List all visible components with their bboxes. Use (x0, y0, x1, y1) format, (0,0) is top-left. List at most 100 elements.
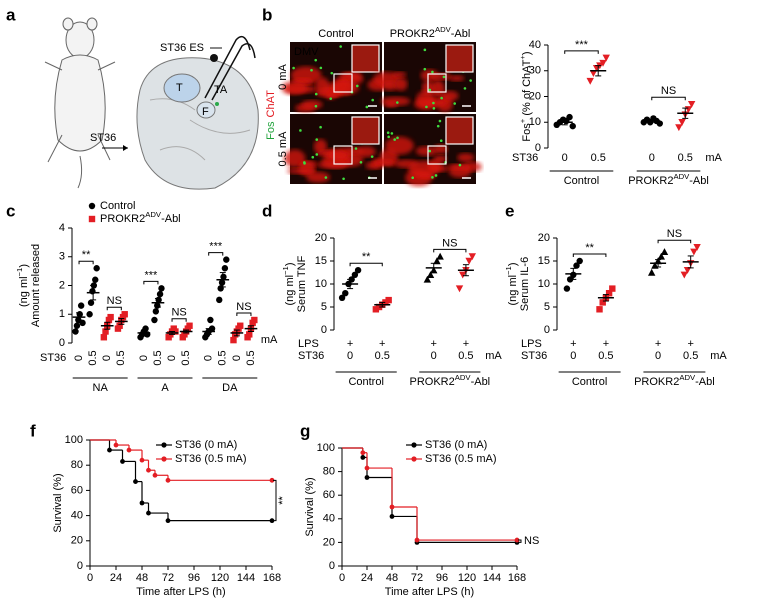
significance-bracket (572, 253, 607, 257)
fos-signal (355, 84, 359, 88)
row-label: LPS (298, 338, 319, 350)
legend-label: Control (100, 200, 135, 212)
text-part: ADV (455, 373, 472, 382)
panel-letter: f (30, 421, 36, 440)
significance-bracket (273, 479, 277, 522)
mouse-ear (86, 17, 98, 31)
text-part: (ng ml (507, 275, 519, 306)
group-label: NA (93, 382, 109, 394)
x-tick-label: 24 (361, 572, 373, 584)
data-point (468, 253, 477, 261)
y-tick-label: 20 (538, 232, 550, 244)
inset (351, 116, 380, 145)
significance-bracket (106, 306, 122, 311)
data-point (660, 248, 669, 255)
text-part: (ng ml (18, 276, 30, 307)
row-value: + (603, 338, 609, 350)
fos-signal (439, 139, 443, 143)
chat-signal (356, 146, 376, 158)
data-point (121, 311, 128, 318)
fos-signal (314, 92, 318, 96)
inset (445, 44, 474, 73)
micrograph (373, 114, 482, 187)
row-value: + (379, 338, 385, 350)
data-point (77, 302, 85, 309)
survival-point (269, 477, 275, 483)
x-tick-label: 48 (136, 572, 148, 584)
mouse-tail (77, 155, 83, 189)
data-point (459, 271, 467, 279)
text-part: ADV (673, 172, 690, 181)
data-point (693, 244, 701, 251)
fos-signal (428, 149, 432, 153)
y-tick-label: 40 (529, 39, 541, 51)
x-tick-label: 0 (203, 355, 215, 361)
chat-signal (316, 161, 347, 169)
significance-label: NS (171, 307, 186, 319)
significance-label: *** (144, 269, 158, 281)
survival-point (146, 510, 151, 516)
data-point (107, 313, 114, 321)
fos-signal (432, 107, 436, 110)
fos-signal (432, 101, 435, 105)
fos-signal (303, 161, 306, 164)
text-part: + (518, 118, 527, 123)
leg-section (136, 57, 259, 190)
fos-signal (423, 48, 427, 52)
significance-bracket (171, 318, 187, 322)
data-point (569, 122, 576, 130)
y-tick-label: 100 (317, 442, 335, 454)
chat-signal (433, 155, 448, 163)
data-point (596, 306, 603, 313)
significance-bracket (349, 262, 383, 267)
legend-marker (161, 456, 167, 462)
inset-region (427, 145, 447, 165)
fos-signal (469, 79, 472, 82)
chat-signal (281, 81, 308, 95)
y-tick-label: 2 (59, 279, 65, 291)
data-point (566, 276, 574, 283)
fos-signal (315, 153, 319, 156)
significance-bracket (208, 252, 224, 256)
significance-bracket (657, 239, 692, 244)
chat-signal (384, 100, 398, 108)
survival-point (146, 467, 151, 473)
x-tick-label: 120 (458, 572, 476, 584)
data-point (338, 294, 346, 301)
x-tick-label: 144 (483, 572, 501, 584)
electrode (204, 35, 256, 101)
panel-letter: a (6, 5, 16, 24)
survival-point (139, 500, 145, 506)
inset (445, 116, 474, 145)
data-point (599, 59, 607, 67)
significance-bracket (518, 539, 522, 543)
data-point (455, 285, 464, 293)
data-point (218, 279, 226, 286)
legend-marker (411, 442, 417, 448)
x-tick-label: 0 (166, 355, 178, 361)
x-tick-label: 168 (263, 572, 281, 584)
y-tick-label: 5 (544, 301, 550, 313)
fos-signal (428, 88, 432, 92)
data-point (230, 336, 237, 344)
text-part: PROKR2 (410, 376, 455, 388)
y-tick-label: 100 (65, 434, 83, 446)
y-tick-label: 0 (544, 324, 550, 336)
y-axis-label: Serum IL-6 (519, 257, 531, 311)
data-point (605, 290, 613, 297)
row-value: + (347, 338, 353, 350)
text-part: −1 (15, 268, 24, 277)
survival-point (360, 450, 366, 456)
muscle-label: F (202, 106, 209, 118)
chat-signal (373, 159, 395, 166)
data-point (342, 290, 349, 297)
legend-label: ST36 (0 mA) (425, 439, 487, 451)
y-tick-label: 10 (538, 278, 550, 290)
x-tick-label: 72 (411, 572, 423, 584)
y-tick-label: 15 (315, 255, 327, 267)
data-point (221, 265, 229, 272)
row-value: + (431, 338, 437, 350)
survival-point (414, 537, 420, 543)
y-axis-label: Fos+ (% of ChAT+) (518, 51, 533, 141)
fos-signal (440, 96, 443, 100)
